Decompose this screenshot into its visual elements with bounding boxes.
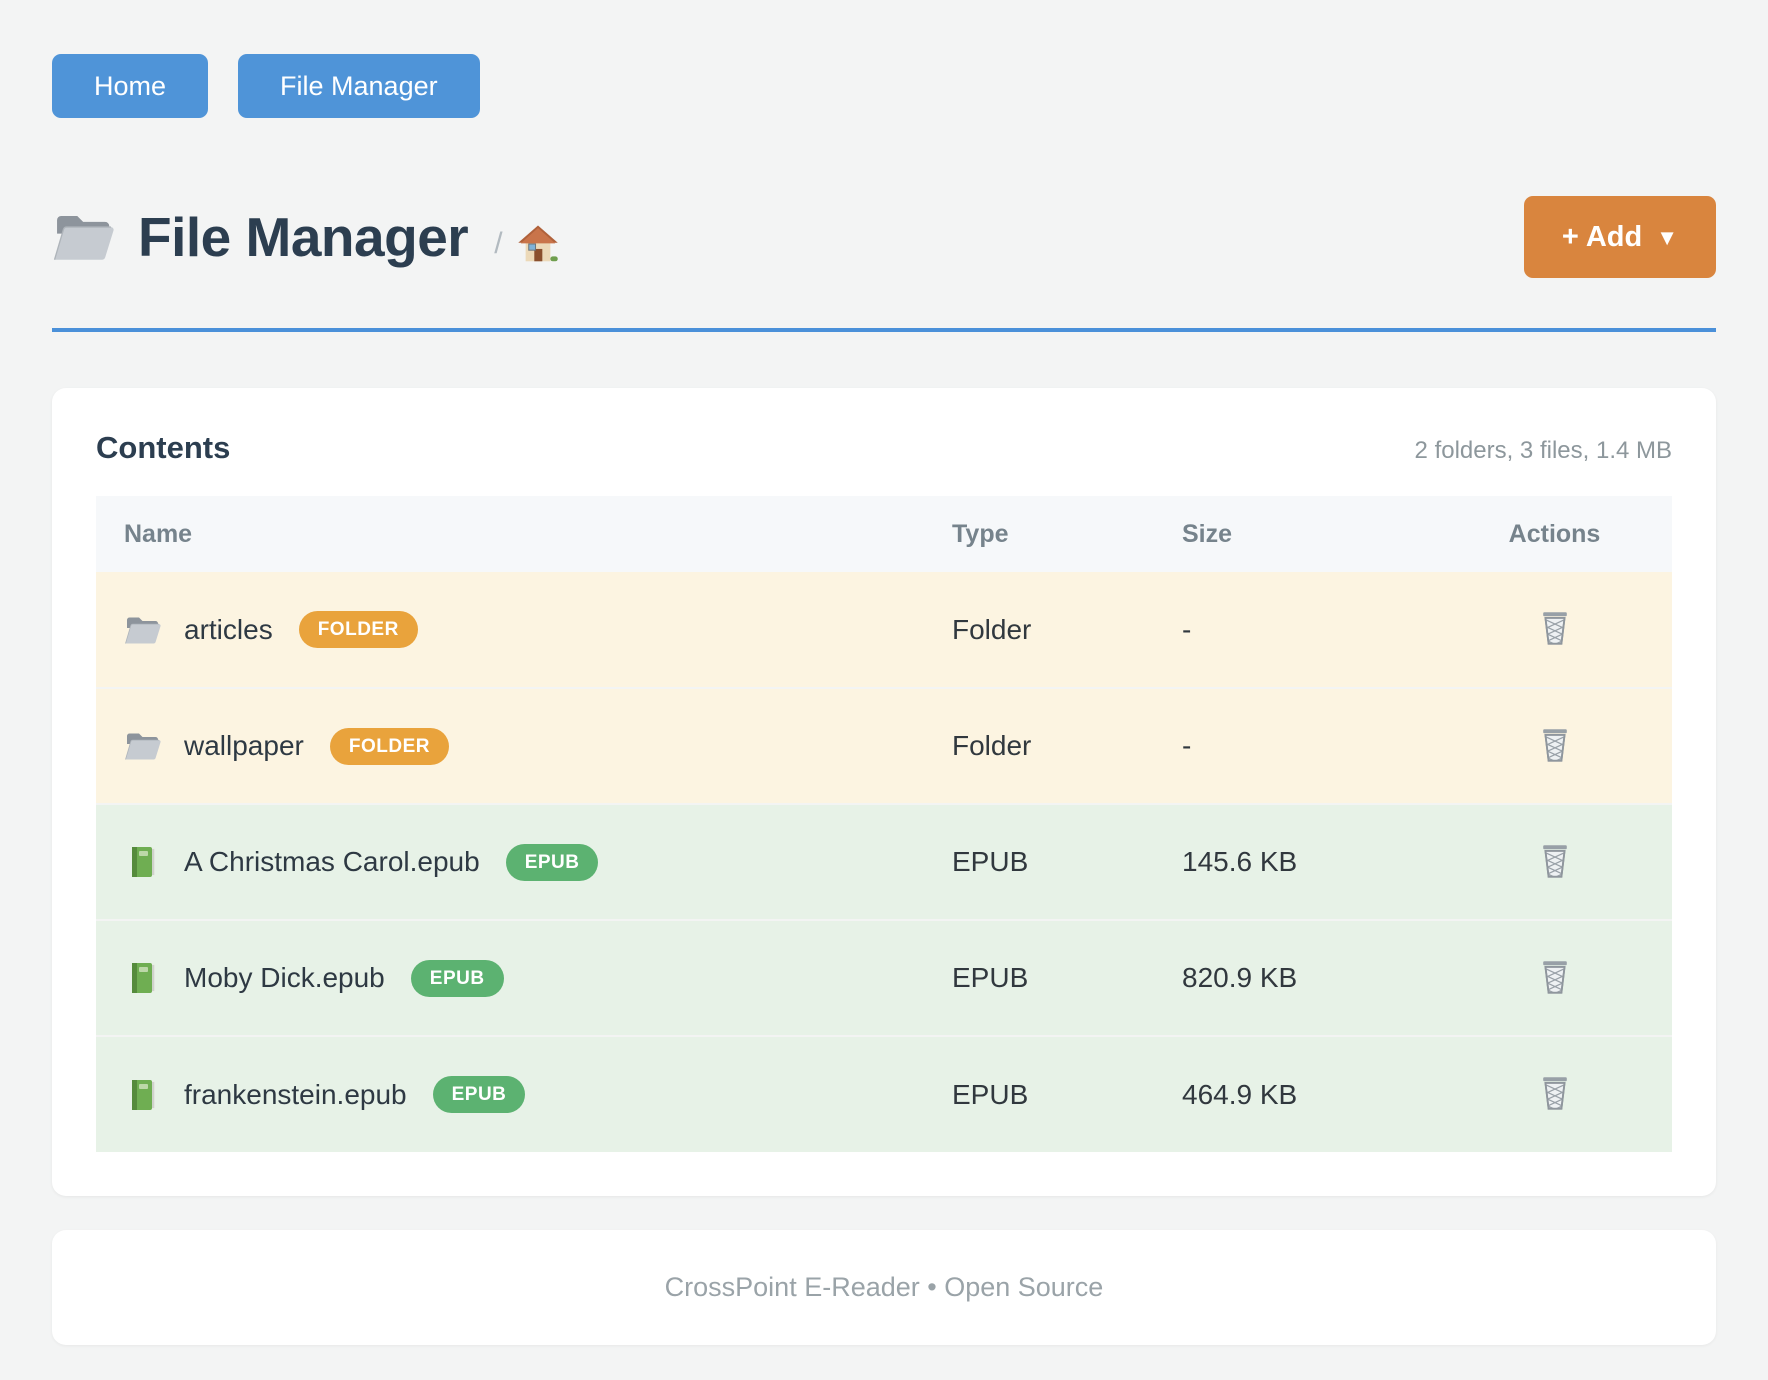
file-name[interactable]: Moby Dick.epub [184,962,385,993]
type-badge: EPUB [410,959,504,997]
table-header-row: Name Type Size Actions [96,496,1672,572]
folder-icon [52,209,116,265]
page-title: File Manager [138,206,469,268]
type-badge: EPUB [432,1076,526,1113]
book-icon [124,845,162,879]
size-cell: 145.6 KB [1182,846,1298,877]
type-badge: EPUB [505,843,599,881]
book-icon [124,961,162,995]
home-icon[interactable] [517,224,559,264]
footer-text: CrossPoint E-Reader • Open Source [664,1272,1104,1302]
type-cell: EPUB [952,1078,1029,1110]
table-row[interactable]: articles FOLDER Folder - [96,572,1672,688]
table-row[interactable]: A Christmas Carol.epub EPUB EPUB 145.6 K… [96,804,1672,920]
breadcrumb-separator: / [494,227,503,260]
nav-file-manager-button[interactable]: File Manager [238,54,480,118]
contents-table-body: articles FOLDER Folder - wallpaper FOLDE… [96,572,1672,1152]
add-button[interactable]: + Add ▼ [1523,196,1716,278]
trash-icon [1538,727,1572,763]
size-cell: - [1182,613,1192,645]
type-cell: EPUB [952,962,1029,993]
file-manager-page: Home File Manager File Manager / + Add ▼… [52,54,1716,1345]
folder-icon [124,729,162,763]
column-header-actions: Actions [1437,496,1672,572]
delete-button[interactable] [1534,839,1576,883]
folder-icon [124,613,162,647]
page-header: File Manager / + Add ▼ [52,196,1716,278]
breadcrumb: / [494,224,558,264]
contents-table: Name Type Size Actions articles FOLDER F… [96,496,1672,1152]
table-row[interactable]: frankenstein.epub EPUB EPUB 464.9 KB [96,1036,1672,1152]
trash-icon [1538,959,1572,995]
footer: CrossPoint E-Reader • Open Source [52,1230,1716,1345]
contents-card: Contents 2 folders, 3 files, 1.4 MB Name… [52,388,1716,1196]
trash-icon [1538,1075,1572,1111]
type-badge: FOLDER [329,727,449,765]
type-cell: EPUB [952,846,1029,877]
table-row[interactable]: wallpaper FOLDER Folder - [96,688,1672,804]
column-header-type: Type [952,496,1182,572]
type-cell: Folder [952,613,1032,645]
column-header-name: Name [96,496,952,572]
chevron-down-icon: ▼ [1656,225,1678,250]
header-divider [52,328,1716,332]
delete-button[interactable] [1534,955,1576,999]
nav-home-button[interactable]: Home [52,54,209,118]
add-button-label: + Add [1561,220,1643,253]
contents-summary: 2 folders, 3 files, 1.4 MB [1414,437,1672,464]
size-cell: - [1182,730,1192,761]
trash-icon [1538,610,1572,646]
file-name[interactable]: frankenstein.epub [184,1078,407,1110]
contents-title: Contents [96,430,231,465]
book-icon [124,1078,162,1112]
file-name[interactable]: articles [184,613,273,645]
file-name[interactable]: wallpaper [184,730,304,761]
trash-icon [1538,843,1572,879]
top-nav: Home File Manager [52,54,1716,118]
size-cell: 820.9 KB [1182,962,1298,993]
file-name[interactable]: A Christmas Carol.epub [184,846,480,877]
size-cell: 464.9 KB [1182,1078,1298,1110]
delete-button[interactable] [1534,723,1576,767]
type-cell: Folder [952,730,1032,761]
delete-button[interactable] [1534,606,1576,650]
column-header-size: Size [1182,496,1437,572]
delete-button[interactable] [1534,1071,1576,1115]
table-row[interactable]: Moby Dick.epub EPUB EPUB 820.9 KB [96,920,1672,1036]
type-badge: FOLDER [298,611,418,648]
